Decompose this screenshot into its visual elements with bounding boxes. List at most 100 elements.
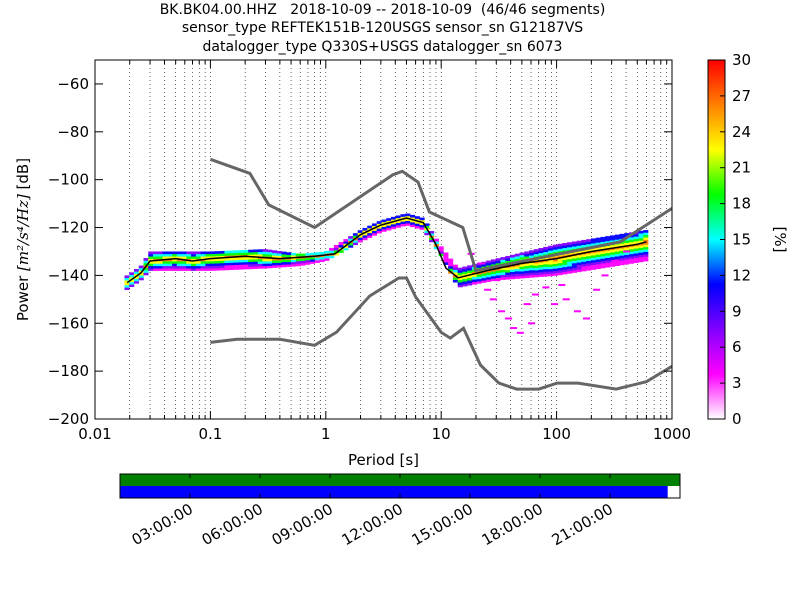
density-cell [524, 270, 530, 274]
density-cell [176, 265, 182, 269]
density-cell [281, 261, 287, 265]
density-cell [476, 278, 482, 282]
x-tick-label: 1000 [653, 425, 691, 443]
density-cell [224, 262, 230, 266]
density-cell [362, 237, 368, 241]
density-cell [224, 265, 230, 268]
density-cell [229, 252, 235, 256]
density-cell [643, 244, 649, 248]
density-cell [548, 268, 554, 272]
density-cell [514, 271, 520, 274]
density-cell [129, 279, 135, 283]
density-cell [548, 257, 554, 260]
density-cell [400, 218, 406, 222]
density-cell [124, 284, 130, 288]
density-cell [224, 260, 230, 264]
density-cell [200, 253, 206, 257]
density-cell [295, 263, 301, 267]
density-cell [538, 269, 544, 273]
density-cell [400, 223, 406, 227]
density-cell [338, 244, 344, 248]
density-cell [462, 273, 468, 277]
density-cell [162, 261, 168, 264]
density-cell [477, 262, 485, 265]
density-cell [576, 264, 582, 268]
density-cell [143, 267, 149, 271]
density-cell [186, 265, 192, 269]
density-cell [471, 276, 477, 280]
title-line-sensor: sensor_type REFTEK151B-120USGS sensor_sn… [181, 20, 584, 36]
density-cell [643, 249, 649, 252]
density-cell [433, 241, 439, 245]
density-cell [527, 322, 535, 325]
density-cell [486, 272, 492, 275]
density-cell [224, 267, 230, 271]
density-cell [257, 263, 263, 267]
density-cell [514, 256, 520, 259]
density-cell [514, 268, 520, 272]
title-line-datalogger: datalogger_type Q330S+USGS datalogger_sn… [202, 39, 563, 55]
colorbar-tick-label: 30 [732, 51, 751, 69]
density-cell [443, 259, 449, 263]
density-cell [510, 274, 516, 277]
density-cell [490, 273, 497, 277]
density-cell [638, 240, 644, 244]
density-cell [233, 262, 239, 266]
density-cell [562, 257, 568, 261]
density-cell [429, 239, 435, 243]
density-cell [609, 261, 616, 265]
density-cell [519, 264, 525, 267]
density-cell [519, 257, 525, 260]
density-cell [452, 277, 458, 281]
density-cell [181, 253, 187, 257]
density-cell [524, 256, 530, 259]
density-cell [195, 251, 201, 255]
density-cell [571, 255, 577, 259]
density-cell [429, 231, 435, 234]
density-cell [619, 262, 625, 266]
density-cell [586, 239, 592, 242]
density-cell [262, 249, 268, 252]
density-cell [581, 266, 587, 269]
density-cell [214, 258, 220, 262]
density-cell [590, 264, 596, 268]
density-cell [272, 255, 278, 259]
density-cell [581, 244, 587, 248]
density-cell [633, 245, 639, 249]
density-cell [498, 310, 506, 313]
density-cell [348, 236, 354, 239]
density-cell [548, 245, 554, 249]
density-cell [605, 245, 611, 249]
density-cell [333, 250, 339, 253]
density-cell [410, 219, 416, 223]
density-cell [214, 253, 220, 257]
density-cell [386, 222, 392, 226]
density-cell [300, 262, 306, 266]
density-cell [310, 252, 316, 256]
density-cell [405, 213, 411, 217]
density-cell [552, 246, 558, 250]
density-cell [457, 270, 463, 273]
density-cell [252, 261, 259, 265]
density-cell [576, 257, 582, 261]
density-cell [167, 261, 173, 264]
y-tick-label: −160 [48, 314, 89, 332]
density-cell [457, 272, 463, 276]
density-cell [443, 257, 449, 261]
density-cell [581, 242, 587, 246]
density-cell [643, 256, 649, 260]
density-cell [333, 247, 339, 251]
density-cell [552, 258, 558, 262]
density-cell [148, 256, 154, 259]
density-cell [371, 223, 378, 227]
density-cell [562, 266, 568, 270]
density-cell [233, 250, 239, 254]
density-cell [300, 253, 306, 257]
density-cell [562, 259, 568, 263]
density-cell [643, 237, 649, 240]
density-cell [219, 250, 225, 254]
density-cell [133, 280, 140, 284]
density-cell [162, 256, 168, 259]
density-cell [267, 251, 273, 255]
density-cell [410, 214, 416, 218]
